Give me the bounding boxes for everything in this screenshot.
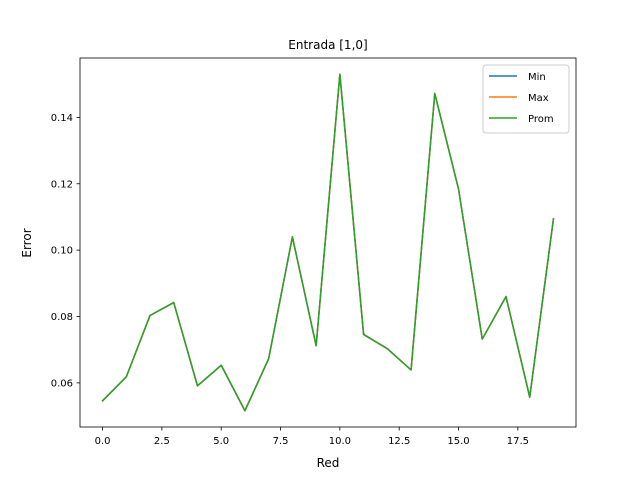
plot-lines <box>101 73 555 412</box>
y-tick-label: 0.12 <box>51 179 73 190</box>
legend-frame <box>482 64 570 134</box>
x-tick-label: 12.5 <box>388 436 410 447</box>
x-axis-label: Red <box>317 456 340 470</box>
legend-label-prom: Prom <box>528 114 554 125</box>
y-tick-label: 0.06 <box>51 378 73 389</box>
x-axis-ticks: 0.0 2.5 5.0 7.5 10.0 12.5 15.0 17.5 <box>95 427 529 447</box>
chart-title: Entrada [1,0] <box>288 38 367 52</box>
legend-label-max: Max <box>528 93 549 104</box>
y-tick-label: 0.14 <box>51 113 73 124</box>
x-tick-label: 2.5 <box>154 436 170 447</box>
x-tick-label: 17.5 <box>507 436 529 447</box>
legend-label-min: Min <box>528 72 546 83</box>
plot-frame <box>79 57 577 428</box>
x-tick-label: 7.5 <box>273 436 289 447</box>
legend: Min Max Prom <box>482 64 570 134</box>
x-tick-label: 0.0 <box>95 436 111 447</box>
x-tick-label: 15.0 <box>447 436 469 447</box>
y-axis-ticks: 0.06 0.08 0.10 0.12 0.14 <box>51 113 80 389</box>
y-tick-label: 0.10 <box>51 246 73 257</box>
x-tick-label: 5.0 <box>213 436 229 447</box>
series-line-prom <box>101 73 555 412</box>
x-tick-label: 10.0 <box>329 436 351 447</box>
y-tick-label: 0.08 <box>51 312 73 323</box>
y-axis-label: Error <box>20 228 34 257</box>
